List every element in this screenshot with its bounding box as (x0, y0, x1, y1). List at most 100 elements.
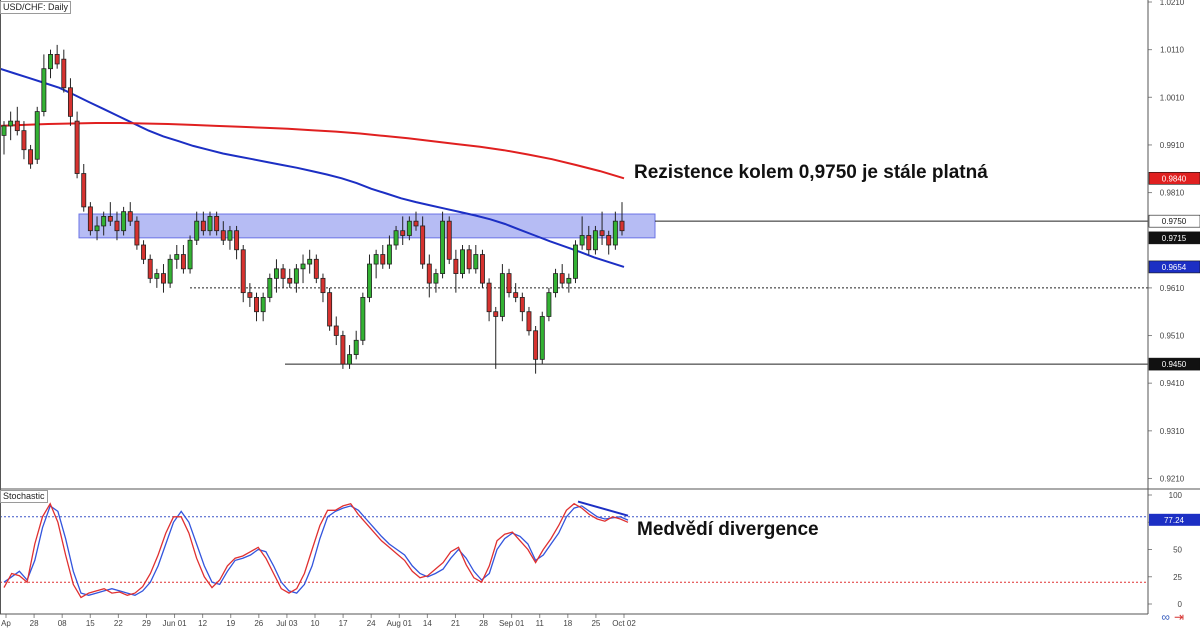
candle-body (114, 220, 120, 232)
candle-body (353, 339, 359, 355)
candle (300, 254, 306, 284)
date-tick-label: 11 (536, 619, 545, 628)
stoch-tick-label: 0 (1178, 600, 1183, 609)
candle (493, 306, 499, 369)
price-badge-box (1148, 214, 1200, 228)
candle-body (599, 230, 605, 236)
candle (41, 54, 47, 117)
candle (81, 164, 87, 212)
candle (420, 216, 426, 269)
candle-body (74, 120, 80, 174)
candle-body (373, 254, 379, 265)
candle-body (333, 325, 339, 336)
candle-body (307, 258, 313, 265)
candle-body (619, 220, 625, 232)
candle (539, 311, 545, 365)
divergence-trendline (577, 500, 629, 517)
candle-body (573, 244, 578, 279)
link-icon[interactable]: ∞ (1161, 610, 1174, 624)
date-tick-label: 19 (226, 619, 235, 628)
divergence-annotation: Medvědí divergence (637, 519, 819, 540)
candle-body (406, 220, 412, 236)
candle-body (14, 120, 20, 132)
stoch-axis: 100755025077.24 (1148, 491, 1200, 609)
candle (566, 273, 572, 293)
candle-body (127, 211, 133, 222)
candle-body (167, 258, 173, 284)
candle (586, 225, 592, 255)
candle-body (161, 273, 166, 284)
date-tick-label: Aug 01 (387, 619, 413, 628)
candle-body (87, 206, 93, 232)
date-tick-label: 08 (58, 619, 67, 628)
candle (307, 249, 313, 274)
corner-icons: ∞⇥ (1161, 610, 1188, 624)
candle (254, 292, 259, 322)
candle (327, 287, 333, 331)
candle-body (267, 277, 273, 298)
candle (180, 245, 186, 274)
candle-body (147, 258, 153, 279)
candle-body (386, 244, 392, 265)
candle (380, 245, 386, 269)
candle-body (1, 125, 7, 136)
candle-body (101, 216, 107, 227)
candle (473, 245, 479, 274)
candle (273, 259, 279, 293)
stoch-panel (0, 502, 1148, 599)
stoch-tick-label: 25 (1173, 573, 1182, 582)
candle (293, 264, 299, 293)
candle-body (579, 235, 585, 246)
candle (406, 216, 412, 241)
candle (486, 278, 492, 322)
candle-body (240, 249, 246, 294)
candle (14, 106, 20, 136)
candle (526, 306, 532, 336)
candle (313, 254, 319, 284)
exit-icon[interactable]: ⇥ (1173, 610, 1188, 624)
candle-body (48, 54, 53, 70)
price-tick-label: 0.9210 (1160, 474, 1185, 483)
candle (353, 330, 359, 360)
candle-body (440, 220, 446, 274)
candle (234, 225, 240, 260)
candle-body (234, 230, 240, 251)
resistance-zone (78, 213, 656, 239)
candle (1, 121, 7, 155)
candle (94, 216, 100, 241)
candle (553, 268, 559, 298)
price-tick-label: 0.9810 (1160, 189, 1185, 198)
candle (267, 273, 273, 303)
price-tick-label: 0.9910 (1160, 141, 1185, 150)
price-badge-box (1148, 171, 1200, 185)
date-tick-label: 24 (367, 619, 376, 628)
symbol-label: USD/CHF: Daily (0, 1, 72, 14)
candle (134, 216, 140, 250)
candle-body (453, 258, 459, 274)
candle (207, 211, 213, 236)
candle-body (220, 230, 226, 241)
date-tick-label: 10 (311, 619, 320, 628)
candle (240, 245, 246, 303)
candle-body (214, 216, 220, 232)
candle (8, 111, 14, 141)
candle (227, 225, 233, 250)
candle (194, 211, 200, 245)
candle (440, 211, 446, 279)
candle-body (280, 268, 286, 279)
candle-body (393, 230, 399, 246)
candle-body (347, 354, 353, 365)
candle-body (194, 220, 200, 241)
price-badge-text: 0.9715 (1162, 234, 1187, 243)
candle (599, 211, 605, 245)
candle (101, 211, 107, 236)
candle-body (586, 235, 592, 251)
frame (0, 0, 1200, 615)
date-tick-label: 28 (30, 619, 39, 628)
candle-body (320, 277, 326, 294)
candle-body (546, 292, 552, 317)
price-badge-box (1148, 231, 1200, 245)
candle (320, 273, 326, 303)
candle-body (54, 54, 60, 65)
candle (87, 202, 93, 236)
